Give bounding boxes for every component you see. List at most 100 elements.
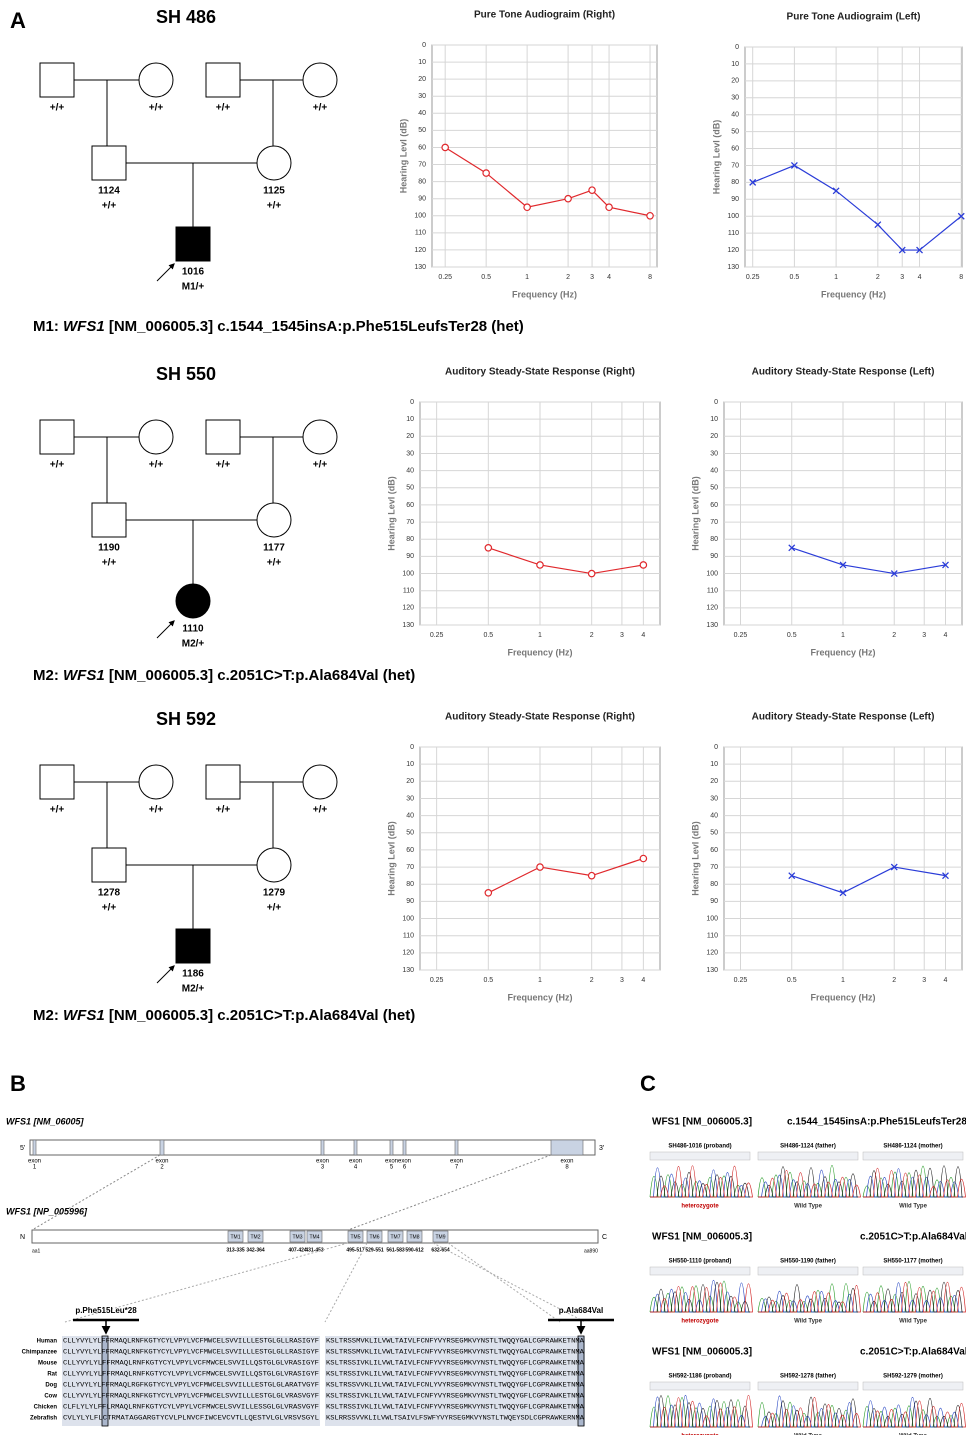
caption-prefix: M1: [33, 318, 59, 335]
tm-range: 590-612 [405, 1247, 424, 1253]
y-tick-label: 0 [735, 44, 739, 51]
pedigree-id: 1279 [263, 888, 286, 899]
sample-name: SH592-1278 (father) [780, 1374, 836, 1380]
y-tick-label: 30 [710, 795, 718, 802]
x-tick-label: 1 [834, 274, 838, 281]
x-tick-label: 0.25 [430, 632, 444, 639]
x-axis-label: Frequency (Hz) [507, 992, 572, 1002]
sequence: CLLYVYLYLFFRMAQLRNFKGTYCYLVPYLVCFMWCELSV… [63, 1360, 319, 1367]
species: Chicken [34, 1405, 58, 1411]
x-axis-label: Frequency (Hz) [810, 647, 875, 657]
tm-range: 431-453 [305, 1247, 324, 1253]
y-tick-label: 100 [402, 570, 414, 577]
exon-number: 7 [455, 1165, 459, 1171]
y-tick-label: 70 [418, 161, 426, 168]
sample-header [758, 1152, 858, 1160]
tm-name: TM1 [231, 1234, 241, 1240]
species: Dog [45, 1383, 57, 1389]
chart-title: Auditory Steady-State Response (Left) [752, 367, 935, 378]
caption-prefix: M2: [33, 1007, 59, 1024]
x-tick-label: 0.25 [734, 977, 748, 984]
tm-range: 495-517 [346, 1247, 365, 1253]
pedigree-genotype: +/+ [267, 903, 282, 914]
chrom-gene: WFS1 [NM_006005.3] [652, 1117, 752, 1128]
y-axis-label: Hearing Levl (dB) [398, 119, 408, 194]
y-tick-label: 40 [406, 467, 414, 474]
y-tick-label: 90 [406, 898, 414, 905]
connector [32, 1155, 160, 1230]
x-axis-label: Frequency (Hz) [810, 992, 875, 1002]
tm-name: TM2 [251, 1234, 261, 1240]
tm-range: 342-364 [246, 1247, 265, 1253]
mutation-label: p.Phe515Leu*28 [75, 1306, 137, 1315]
sequence: KSLTRSSMVKLILVWLTAIVLFCNFYVYRSEGMKVYNSTL… [326, 1338, 584, 1345]
sequence: CLLYVYLYLFFRMAQLRNFKGTYCYLVPYLVCFMWCELSV… [63, 1338, 319, 1345]
sequence: CLLYVYLYLFFRMAQLRNFKGTYCYLVPYLVCFMWCELSV… [63, 1371, 319, 1378]
connector [348, 1155, 551, 1230]
y-axis-label: Hearing Levl (dB) [711, 120, 721, 195]
chart-title: Auditory Steady-State Response (Left) [752, 712, 935, 723]
y-axis-label: Hearing Levl (dB) [690, 821, 700, 896]
panel-label: A [10, 8, 26, 33]
x-tick-label: 3 [922, 632, 926, 639]
data-marker [640, 855, 646, 861]
mutation-label: p.Ala684Val [559, 1306, 603, 1315]
exon [551, 1140, 583, 1155]
x-tick-label: 0.5 [787, 977, 797, 984]
caption-prefix: M2: [33, 667, 59, 684]
y-tick-label: 100 [414, 213, 426, 220]
pedigree-female [139, 765, 173, 799]
chart-title: Auditory Steady-State Response (Right) [445, 367, 635, 378]
data-marker [588, 570, 594, 576]
sample-name: SH486-1016 (proband) [668, 1144, 731, 1150]
chrom-trace [650, 1166, 753, 1197]
y-tick-label: 110 [403, 588, 414, 595]
x-tick-label: 4 [944, 977, 948, 984]
gene-five: 5' [20, 1145, 25, 1152]
x-tick-label: 2 [590, 632, 594, 639]
tm-range: 561-583 [386, 1247, 405, 1253]
pedigree-female [257, 146, 291, 180]
pedigree-genotype: +/+ [102, 558, 117, 569]
x-tick-label: 3 [900, 274, 904, 281]
y-tick-label: 70 [710, 864, 718, 871]
y-tick-label: 20 [710, 433, 718, 440]
y-tick-label: 50 [406, 830, 414, 837]
data-marker [647, 213, 653, 219]
pedigree-id: 1278 [98, 888, 121, 899]
y-tick-label: 0 [422, 42, 426, 49]
tm-name: TM9 [436, 1234, 446, 1240]
y-tick-label: 80 [731, 179, 739, 186]
x-tick-label: 1 [538, 977, 542, 984]
panel-label: C [640, 1071, 656, 1096]
y-axis-label: Hearing Levl (dB) [386, 476, 396, 551]
pedigree-male [40, 765, 74, 799]
chart-title: Pure Tone Audiograim (Left) [787, 12, 921, 23]
x-tick-label: 0.25 [430, 977, 444, 984]
tm-name: TM7 [391, 1234, 401, 1240]
caption-gene: WFS1 [63, 318, 105, 335]
data-marker [485, 545, 491, 551]
sequence: CVLYLYLFLCTRMATAGGARGTYCVLPLNVCFIWCEVCVT… [63, 1415, 319, 1422]
y-tick-label: 130 [414, 264, 426, 271]
y-tick-label: 10 [731, 61, 739, 68]
sequence: KSLTRSSIVKLILVWLTAIVLFCNFYVYRSEGMKVYNSTL… [326, 1371, 584, 1378]
pedigree-genotype: +/+ [50, 103, 65, 114]
mutation-caption: M1: WFS1 [NM_006005.3] c.1544_1545insA:p… [33, 318, 524, 335]
exon-number: 1 [33, 1165, 37, 1171]
x-tick-label: 3 [590, 274, 594, 281]
y-tick-label: 10 [710, 416, 718, 423]
x-tick-label: 4 [641, 977, 645, 984]
x-tick-label: 8 [648, 274, 652, 281]
pedigree-genotype: +/+ [267, 558, 282, 569]
sequence: KSLTRSSIVKLILVWLTAIVLFCNFYVYRSEGMKVYNSTL… [326, 1360, 584, 1367]
y-tick-label: 10 [406, 761, 414, 768]
pedigree-female [303, 420, 337, 454]
sample-status: Wild Type [794, 1204, 822, 1210]
x-tick-label: 0.25 [438, 274, 452, 281]
y-tick-label: 70 [406, 864, 414, 871]
pedigree-id: 1125 [263, 186, 285, 197]
chart: 01020304050607080901001101201300.250.512… [386, 367, 660, 658]
pedigree-genotype: +/+ [149, 460, 164, 471]
y-tick-label: 60 [731, 145, 739, 152]
